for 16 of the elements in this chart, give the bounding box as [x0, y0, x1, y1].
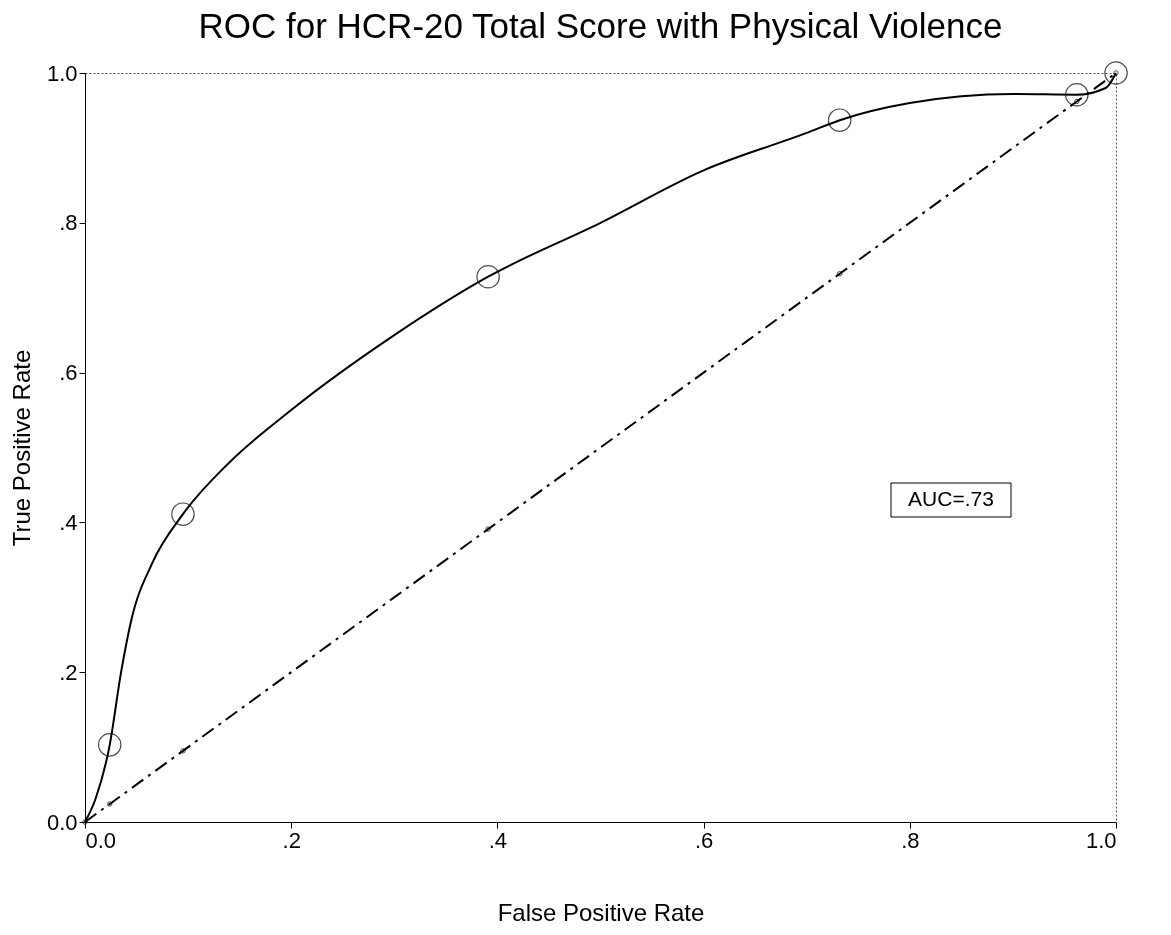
y-tick-label: 0.0	[46, 809, 78, 835]
y-tick-label: .2	[59, 659, 78, 685]
y-tick-label: .6	[59, 360, 78, 386]
x-tick-label: .6	[694, 827, 714, 853]
x-tick-label: .4	[488, 827, 508, 853]
y-tick-label: 1.0	[46, 60, 78, 86]
annotation: AUC=.73	[908, 487, 994, 510]
x-tick-label: 0.0	[85, 827, 117, 853]
x-tick-label: .8	[901, 827, 920, 853]
y-axis-title: True Positive Rate	[7, 349, 35, 547]
x-axis-title: False Positive Rate	[497, 898, 705, 926]
x-tick-label: .2	[282, 827, 301, 853]
x-tick-label: 1.0	[1085, 827, 1117, 853]
chart-title: ROC for HCR-20 Total Score with Physical Violence	[198, 6, 1003, 46]
y-tick-label: .8	[59, 210, 78, 236]
y-tick-label: .4	[59, 509, 78, 535]
